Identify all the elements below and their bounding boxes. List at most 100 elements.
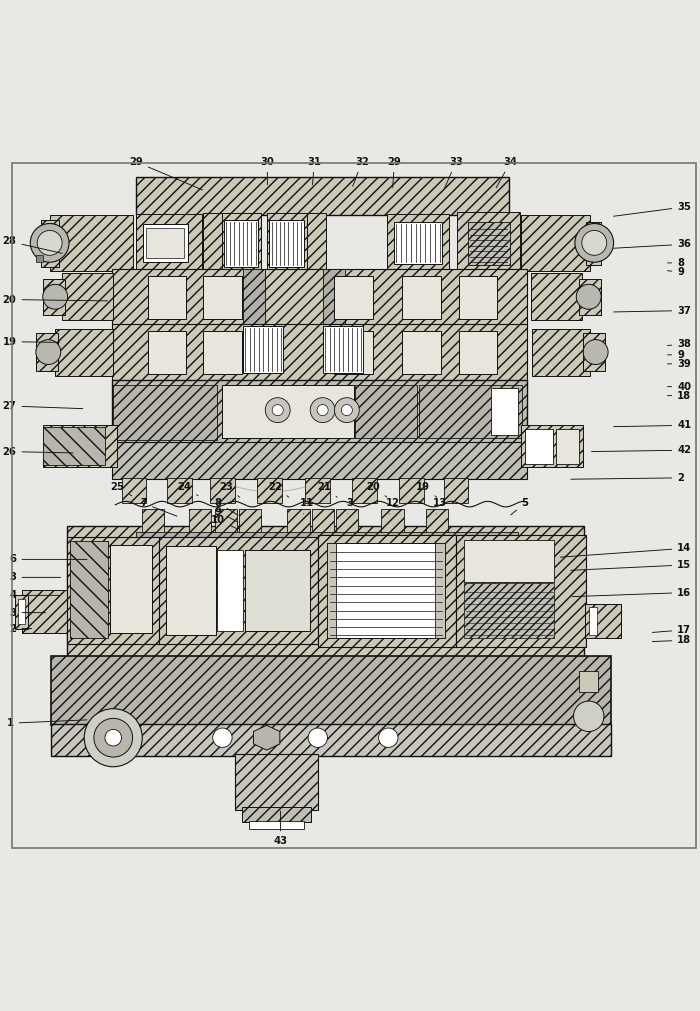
Bar bbox=[62, 273, 113, 320]
Bar bbox=[444, 478, 468, 502]
Bar bbox=[335, 276, 373, 318]
Bar bbox=[312, 509, 335, 535]
Bar bbox=[239, 509, 261, 535]
Bar bbox=[243, 326, 284, 373]
Bar bbox=[122, 478, 146, 502]
Text: 30: 30 bbox=[260, 157, 274, 185]
Text: 3: 3 bbox=[346, 498, 353, 514]
Bar bbox=[521, 425, 583, 467]
Text: 5: 5 bbox=[511, 498, 528, 515]
Bar bbox=[458, 332, 498, 374]
Text: 13: 13 bbox=[433, 498, 447, 514]
Bar bbox=[51, 724, 611, 755]
Circle shape bbox=[317, 404, 328, 416]
Bar bbox=[435, 543, 445, 638]
Bar bbox=[112, 380, 526, 443]
Bar bbox=[36, 334, 58, 371]
Bar bbox=[71, 542, 108, 638]
Bar bbox=[143, 224, 188, 262]
Bar bbox=[166, 607, 216, 636]
Bar bbox=[166, 546, 216, 636]
Bar bbox=[248, 821, 304, 829]
Bar bbox=[532, 329, 590, 375]
Text: 42: 42 bbox=[592, 445, 691, 455]
Bar bbox=[525, 430, 553, 464]
Text: 19: 19 bbox=[416, 481, 437, 497]
Text: 9: 9 bbox=[668, 350, 684, 360]
Bar bbox=[43, 279, 65, 314]
Bar bbox=[224, 220, 258, 267]
Text: 8: 8 bbox=[215, 498, 238, 516]
Bar bbox=[589, 607, 597, 635]
Bar bbox=[166, 547, 216, 576]
Bar bbox=[15, 595, 27, 629]
Bar bbox=[426, 509, 448, 535]
Text: 15: 15 bbox=[570, 560, 692, 570]
Bar bbox=[111, 545, 152, 633]
Bar bbox=[146, 228, 184, 258]
Bar bbox=[22, 589, 68, 633]
Bar bbox=[223, 385, 354, 438]
Bar bbox=[244, 550, 309, 577]
Text: 31: 31 bbox=[307, 157, 321, 185]
Text: 38: 38 bbox=[668, 339, 691, 349]
Bar bbox=[217, 550, 243, 631]
Bar bbox=[579, 671, 598, 693]
Text: 27: 27 bbox=[3, 401, 83, 411]
Bar bbox=[112, 442, 526, 479]
Bar bbox=[456, 535, 586, 647]
Text: 28: 28 bbox=[3, 237, 62, 254]
Text: 18: 18 bbox=[668, 390, 692, 400]
Text: 22: 22 bbox=[268, 481, 289, 497]
Bar bbox=[586, 222, 601, 265]
Text: 18: 18 bbox=[652, 635, 692, 645]
Bar bbox=[355, 385, 417, 438]
Text: 11: 11 bbox=[300, 498, 314, 514]
Bar bbox=[400, 478, 424, 502]
Bar bbox=[394, 222, 442, 264]
Text: 40: 40 bbox=[668, 381, 691, 391]
Bar bbox=[67, 527, 584, 657]
Text: 20: 20 bbox=[366, 481, 387, 497]
Text: 3: 3 bbox=[10, 608, 46, 618]
Circle shape bbox=[342, 404, 352, 416]
Text: 33: 33 bbox=[444, 157, 463, 188]
Circle shape bbox=[308, 728, 328, 747]
Bar bbox=[382, 509, 403, 535]
Circle shape bbox=[30, 223, 69, 262]
Bar bbox=[267, 213, 307, 274]
Bar bbox=[464, 583, 554, 638]
Text: 29: 29 bbox=[130, 157, 202, 190]
Text: 41: 41 bbox=[614, 421, 692, 431]
Bar bbox=[221, 213, 261, 274]
Text: 2: 2 bbox=[570, 473, 684, 483]
Bar bbox=[336, 509, 358, 535]
Bar bbox=[491, 388, 518, 435]
Bar bbox=[189, 509, 211, 535]
Bar bbox=[419, 385, 522, 438]
Bar bbox=[241, 807, 311, 822]
Bar bbox=[402, 276, 441, 318]
Bar bbox=[167, 478, 192, 502]
Text: 3: 3 bbox=[10, 572, 61, 582]
Bar bbox=[458, 276, 498, 318]
Bar bbox=[457, 211, 519, 274]
Text: 4: 4 bbox=[9, 590, 60, 601]
Bar bbox=[464, 540, 554, 581]
Bar bbox=[203, 332, 242, 374]
Circle shape bbox=[582, 231, 607, 256]
Bar bbox=[215, 509, 237, 535]
Bar bbox=[36, 256, 43, 262]
Text: 39: 39 bbox=[668, 359, 691, 369]
Bar bbox=[583, 334, 606, 371]
Bar bbox=[148, 276, 186, 318]
Bar bbox=[531, 273, 582, 320]
Text: 37: 37 bbox=[614, 305, 691, 315]
Text: 26: 26 bbox=[3, 447, 73, 457]
Bar bbox=[55, 329, 113, 375]
Bar bbox=[323, 269, 346, 325]
Bar bbox=[90, 727, 136, 749]
Bar bbox=[111, 546, 152, 573]
Bar bbox=[159, 537, 318, 644]
Bar bbox=[584, 604, 620, 638]
